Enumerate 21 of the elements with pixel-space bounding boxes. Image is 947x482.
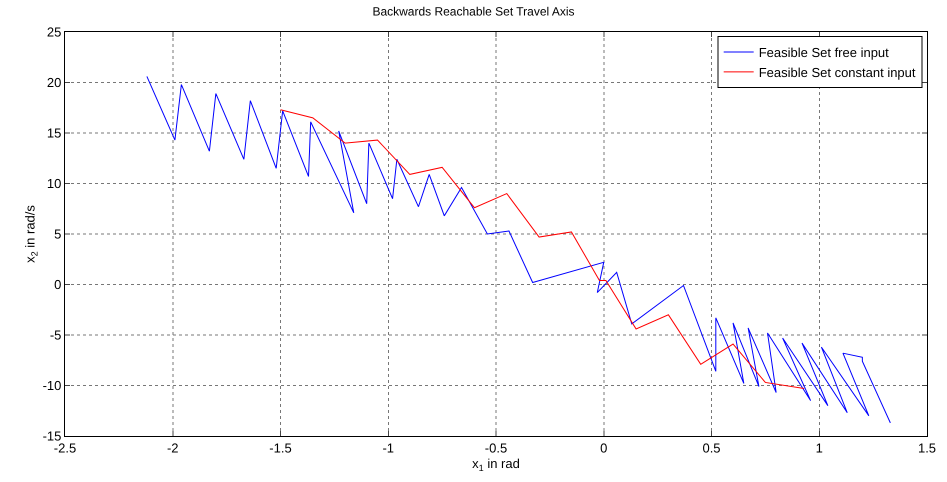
chart-title: Backwards Reachable Set Travel Axis <box>372 4 575 19</box>
x-tick-label: 0 <box>600 440 608 456</box>
x-tick-label: 0.5 <box>702 440 721 456</box>
x-tick-label: -0.5 <box>484 440 508 456</box>
x-tick-label: 1.5 <box>918 440 936 456</box>
x-axis-title: x$_{1}$ in rad <box>472 456 520 473</box>
x-tick-label: -1 <box>382 440 394 456</box>
y-tick-label: 10 <box>46 176 62 192</box>
legend-label: Feasible Set free input <box>758 45 890 60</box>
x-tick-label: 1 <box>816 440 823 456</box>
line-series <box>280 109 805 390</box>
x-tick-label: -2 <box>166 440 179 456</box>
x-tick-label: -1.5 <box>269 440 292 456</box>
y-tick-label: -5 <box>50 328 62 343</box>
y-tick-label: -10 <box>42 378 62 394</box>
y-tick-label: 25 <box>46 24 62 40</box>
legend-label: Feasible Set constant input <box>758 64 916 80</box>
y-tick-label: 15 <box>46 126 62 141</box>
y-tick-label: 0 <box>54 277 62 292</box>
y-tick-label: 20 <box>46 75 62 90</box>
y-tick-label: 5 <box>54 226 62 242</box>
